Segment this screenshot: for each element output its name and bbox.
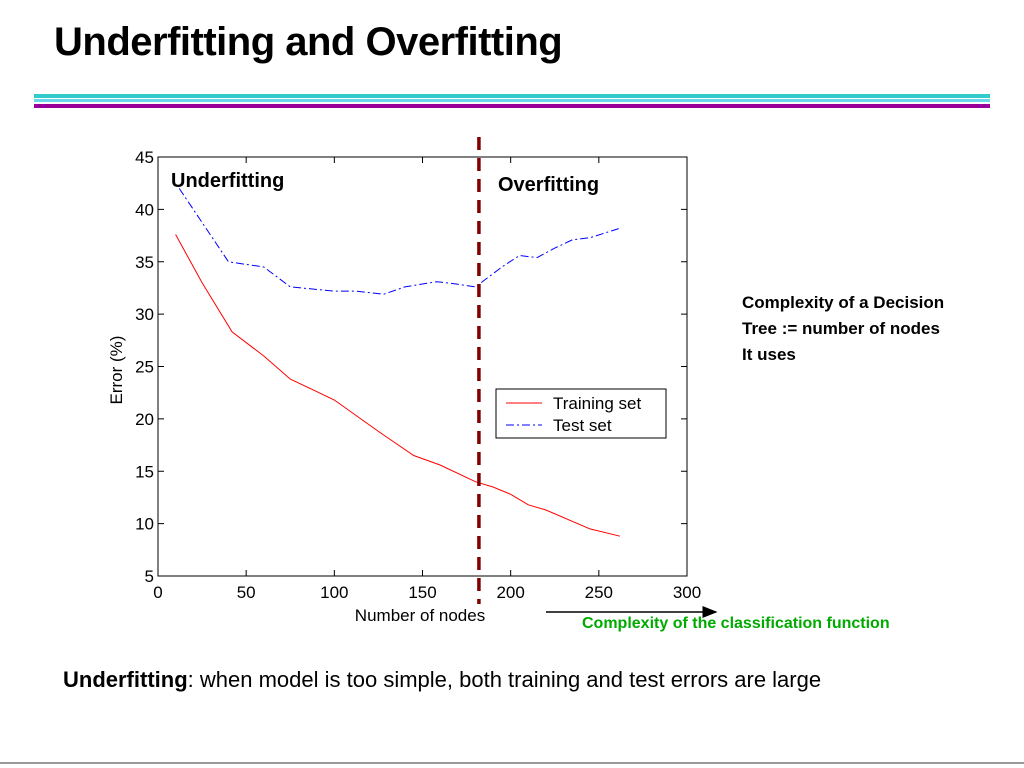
x-tick-label: 300	[673, 583, 701, 602]
x-tick-label: 50	[237, 583, 256, 602]
y-tick-label: 40	[135, 200, 154, 219]
x-tick-label: 100	[320, 583, 348, 602]
y-tick-label: 25	[135, 358, 154, 377]
underfitting-term: Underfitting	[63, 667, 188, 692]
legend-box	[495, 388, 667, 439]
y-tick-label: 5	[145, 567, 154, 586]
test-set-line	[178, 188, 621, 295]
title-rule-purple	[34, 104, 990, 108]
complexity-arrow-label: Complexity of the classification functio…	[582, 615, 890, 632]
legend-test-label: Test set	[553, 416, 612, 435]
complexity-note-line-1: Complexity of a Decision	[742, 293, 945, 312]
overfitting-annotation: Overfitting	[498, 174, 599, 196]
y-tick-label: 45	[135, 148, 154, 167]
title-rule-teal	[34, 94, 990, 98]
complexity-note-line-3: It uses	[742, 345, 796, 364]
training-set-line	[175, 234, 621, 537]
legend: Training set Test set	[495, 388, 667, 439]
x-tick-label: 250	[585, 583, 613, 602]
underfitting-explanation: : when model is too simple, both trainin…	[187, 667, 822, 692]
x-tick-label: 0	[153, 583, 162, 602]
x-tick-label: 150	[408, 583, 436, 602]
y-axis-label: Error (%)	[107, 336, 126, 405]
underfitting-annotation: Underfitting	[171, 170, 284, 192]
underfitting-definition: Underfitting: when model is too simple, …	[63, 667, 821, 693]
y-tick-label: 10	[135, 515, 154, 534]
y-tick-label: 35	[135, 253, 154, 272]
x-axis-label: Number of nodes	[355, 606, 485, 625]
title-rule-light	[34, 99, 990, 102]
footer-rule	[0, 762, 1024, 764]
complexity-note: Complexity of a Decision Tree := number …	[742, 290, 944, 368]
slide-title: Underfitting and Overfitting	[54, 20, 563, 64]
y-tick-label: 30	[135, 305, 154, 324]
plot-frame	[157, 156, 688, 577]
y-tick-label: 20	[135, 410, 154, 429]
y-tick-label: 15	[135, 462, 154, 481]
complexity-note-line-2: Tree := number of nodes	[742, 319, 940, 338]
legend-training-label: Training set	[553, 394, 641, 413]
x-tick-label: 200	[496, 583, 524, 602]
